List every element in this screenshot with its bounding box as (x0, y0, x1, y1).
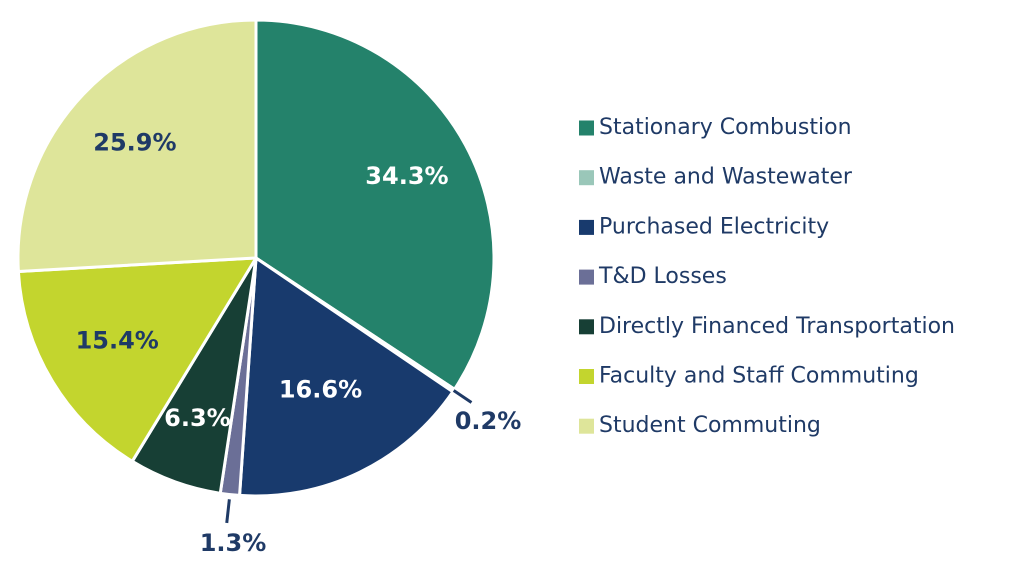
legend: Stationary Combustion Waste and Wastewate… (579, 115, 955, 438)
legend-item-waste-and-wastewater: Waste and Wastewater (579, 165, 853, 190)
legend-swatch-tandd-losses (579, 269, 594, 285)
leader-line-waste-and-wastewater (452, 389, 473, 404)
slice-labels: 34.3% 0.2% 16.6% 1.3% 6.3% 15.4% 25.9% (76, 129, 522, 557)
legend-swatch-waste-and-wastewater (579, 170, 594, 186)
pie-slice-faculty-and-staff-commuting (16, 256, 258, 463)
legend-item-faculty-and-staff-commuting: Faculty and Staff Commuting (579, 364, 919, 389)
legend-label-waste-and-wastewater: Waste and Wastewater (599, 165, 853, 190)
legend-item-stationary-combustion: Stationary Combustion (579, 115, 852, 140)
legend-swatch-directly-financed-transportation (579, 319, 594, 335)
legend-swatch-faculty-and-staff-commuting (579, 369, 594, 384)
slice-label-tandd-losses: 1.3% (200, 529, 267, 557)
leader-lines (225, 389, 473, 524)
slice-label-directly-financed-transportation: 6.3% (164, 404, 231, 432)
legend-label-purchased-electricity: Purchased Electricity (599, 214, 829, 239)
legend-label-stationary-combustion: Stationary Combustion (599, 115, 852, 140)
slice-label-student-commuting: 25.9% (93, 129, 176, 157)
leader-line-tandd-losses (225, 499, 231, 524)
legend-swatch-stationary-combustion (579, 120, 594, 136)
legend-label-faculty-and-staff-commuting: Faculty and Staff Commuting (599, 364, 919, 389)
slice-label-purchased-electricity: 16.6% (279, 376, 362, 404)
legend-label-directly-financed-transportation: Directly Financed Transportation (599, 314, 955, 339)
legend-item-directly-financed-transportation: Directly Financed Transportation (579, 314, 955, 339)
legend-swatch-purchased-electricity (579, 219, 594, 235)
pie-slice-student-commuting (16, 18, 258, 273)
slice-label-stationary-combustion: 34.3% (365, 162, 448, 190)
slice-label-faculty-and-staff-commuting: 15.4% (76, 326, 159, 354)
legend-label-tandd-losses: T&D Losses (598, 264, 727, 289)
legend-item-student-commuting: Student Commuting (579, 413, 821, 438)
legend-swatch-student-commuting (579, 418, 594, 434)
slice-label-waste-and-wastewater: 0.2% (455, 407, 522, 435)
pie-slice-purchased-electricity (238, 256, 455, 498)
legend-label-student-commuting: Student Commuting (599, 413, 821, 438)
legend-item-tandd-losses: T&D Losses (579, 264, 727, 289)
pie-slices (16, 18, 496, 498)
legend-item-purchased-electricity: Purchased Electricity (579, 214, 829, 239)
